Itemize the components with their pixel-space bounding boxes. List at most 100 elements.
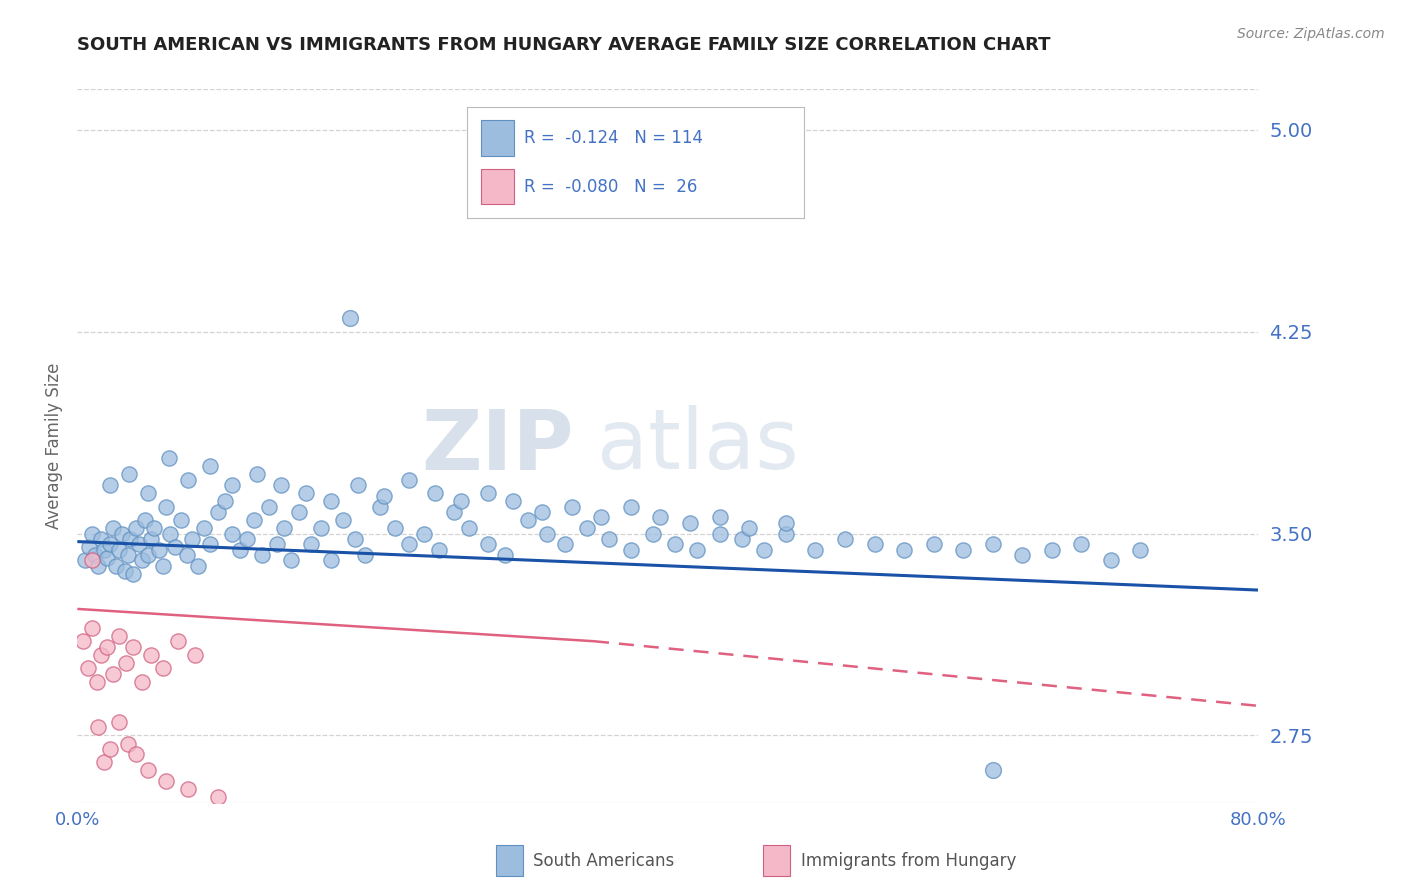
Point <box>339 311 361 326</box>
Point <box>177 782 200 797</box>
Point <box>101 521 124 535</box>
Point <box>82 553 104 567</box>
Point <box>128 537 150 551</box>
Point <box>90 648 112 662</box>
Point <box>413 526 436 541</box>
Point <box>228 542 252 557</box>
Point <box>136 548 159 562</box>
Point <box>575 521 598 535</box>
Point <box>981 764 1004 778</box>
Point <box>143 521 166 535</box>
Point <box>159 526 181 541</box>
Point <box>598 532 620 546</box>
Point <box>457 521 479 535</box>
Point <box>1099 553 1122 567</box>
Point <box>84 548 107 562</box>
Point <box>155 774 177 789</box>
Point <box>686 542 709 557</box>
Point <box>72 634 94 648</box>
Point <box>922 537 945 551</box>
Point <box>82 526 104 541</box>
Text: SOUTH AMERICAN VS IMMIGRANTS FROM HUNGARY AVERAGE FAMILY SIZE CORRELATION CHART: SOUTH AMERICAN VS IMMIGRANTS FROM HUNGAR… <box>77 36 1050 54</box>
Point <box>148 542 170 557</box>
Point <box>952 542 974 557</box>
Point <box>309 521 332 535</box>
Point <box>118 467 141 482</box>
Point <box>141 532 163 546</box>
Point <box>152 558 174 573</box>
Point <box>77 540 100 554</box>
Point <box>243 513 266 527</box>
Point <box>346 478 368 492</box>
Point <box>775 516 797 530</box>
Point <box>266 537 288 551</box>
Point <box>620 542 643 557</box>
Point <box>643 526 665 541</box>
Point <box>368 500 391 514</box>
Point <box>181 532 204 546</box>
Point <box>152 661 174 675</box>
Point <box>98 478 121 492</box>
Point <box>531 505 554 519</box>
Point <box>477 486 499 500</box>
Point <box>620 500 643 514</box>
Point <box>107 542 129 557</box>
Point <box>295 486 318 500</box>
Point <box>87 720 110 734</box>
Point <box>650 510 672 524</box>
Point <box>280 553 302 567</box>
Point <box>117 548 139 562</box>
Point <box>136 764 159 778</box>
Point <box>93 756 115 770</box>
Point <box>804 542 827 557</box>
Point <box>98 537 121 551</box>
Point <box>193 521 215 535</box>
Point <box>117 737 139 751</box>
Point <box>384 521 406 535</box>
Point <box>354 548 377 562</box>
Point <box>200 537 222 551</box>
Text: Source: ZipAtlas.com: Source: ZipAtlas.com <box>1237 27 1385 41</box>
Point <box>157 451 180 466</box>
Point <box>834 532 856 546</box>
Point <box>332 513 354 527</box>
Point <box>221 526 243 541</box>
Point <box>187 558 209 573</box>
Bar <box>496 846 523 876</box>
Point <box>731 532 754 546</box>
Point <box>321 553 343 567</box>
Point <box>141 648 163 662</box>
Point <box>115 656 138 670</box>
Point <box>107 629 129 643</box>
Point <box>1070 537 1092 551</box>
Point <box>450 494 472 508</box>
Point <box>163 540 186 554</box>
Point <box>738 521 761 535</box>
Point <box>73 553 96 567</box>
Point <box>96 550 118 565</box>
Point <box>1011 548 1033 562</box>
Point <box>398 473 420 487</box>
Point <box>502 494 524 508</box>
Point <box>273 521 295 535</box>
Point <box>863 537 886 551</box>
Point <box>125 747 148 762</box>
Point <box>427 542 450 557</box>
Point <box>207 505 229 519</box>
Point <box>82 621 104 635</box>
Text: ZIP: ZIP <box>420 406 574 486</box>
Point <box>536 526 558 541</box>
Point <box>288 505 311 519</box>
Point <box>246 467 269 482</box>
Point <box>122 566 145 581</box>
Point <box>207 790 229 805</box>
Point <box>170 513 193 527</box>
Point <box>166 634 188 648</box>
Point <box>101 666 124 681</box>
Point <box>114 564 136 578</box>
Point <box>120 532 142 546</box>
Point <box>775 526 797 541</box>
Text: Immigrants from Hungary: Immigrants from Hungary <box>800 852 1017 870</box>
Point <box>495 548 517 562</box>
Point <box>236 532 259 546</box>
